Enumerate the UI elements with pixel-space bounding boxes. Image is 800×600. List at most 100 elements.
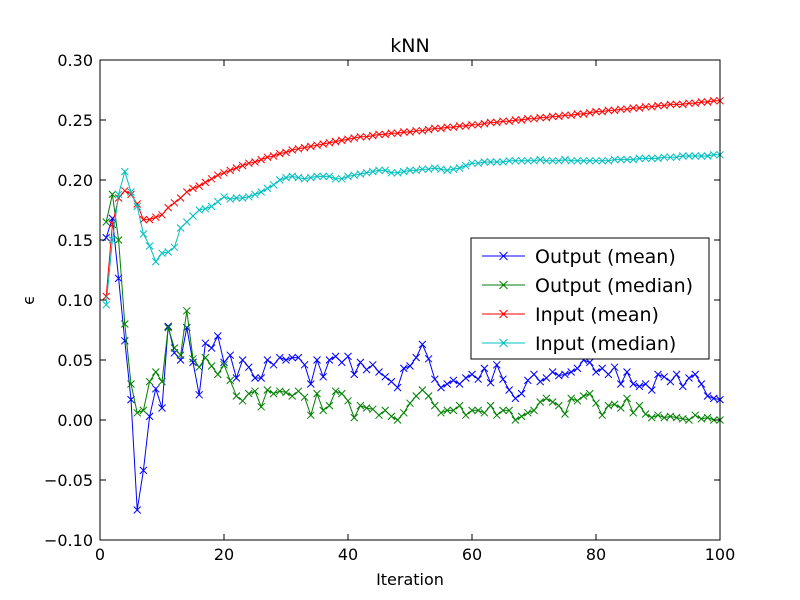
data-point-marker (685, 152, 693, 160)
data-point-marker (424, 165, 433, 174)
data-point-marker (660, 413, 669, 422)
data-point-marker (337, 136, 346, 145)
data-point-marker (660, 101, 669, 110)
data-point-marker (102, 292, 111, 301)
data-point-marker (232, 392, 241, 400)
data-point-marker (536, 155, 545, 164)
data-point-marker (486, 118, 495, 127)
data-point-marker (213, 370, 222, 379)
data-point-marker (350, 413, 359, 422)
data-point-marker (170, 344, 179, 352)
data-point-marker (232, 164, 241, 172)
data-point-marker (548, 156, 557, 165)
data-point-marker (530, 370, 538, 379)
data-point-marker (319, 172, 328, 181)
data-point-marker (623, 105, 631, 114)
data-point-marker (282, 388, 290, 397)
data-point-marker (424, 392, 433, 400)
data-point-marker (486, 401, 495, 410)
data-point-marker (145, 377, 154, 386)
data-point-marker (561, 370, 569, 379)
data-point-marker (195, 206, 204, 214)
data-point-marker (542, 156, 551, 165)
data-point-marker (548, 368, 557, 376)
data-point-marker (709, 394, 718, 403)
data-point-marker (288, 172, 297, 181)
data-point-marker (127, 380, 135, 388)
data-point-marker (635, 154, 644, 163)
data-point-marker (623, 394, 631, 403)
data-point-marker (437, 165, 445, 174)
data-point-marker (691, 411, 700, 420)
data-point-marker (505, 386, 514, 394)
data-point-marker (406, 166, 414, 175)
data-point-marker (269, 360, 278, 369)
data-point-marker (697, 98, 706, 106)
data-point-marker (468, 370, 476, 379)
data-point-marker (139, 466, 148, 475)
data-point-marker (381, 166, 390, 175)
data-point-marker (381, 372, 390, 381)
data-point-marker (604, 156, 613, 165)
data-point-marker (362, 132, 371, 141)
data-point-marker (102, 218, 111, 226)
data-point-marker (170, 198, 179, 207)
data-point-marker (350, 171, 359, 180)
data-point-marker (381, 406, 390, 415)
data-point-marker (691, 99, 700, 108)
data-point-marker (263, 184, 272, 193)
series-input-mean (102, 96, 724, 301)
data-point-marker (406, 128, 414, 136)
data-point-marker (561, 410, 569, 418)
data-point-marker (443, 406, 452, 415)
data-point-marker (393, 168, 402, 177)
data-point-marker (561, 111, 569, 120)
data-point-marker (666, 377, 675, 386)
data-point-marker (313, 389, 321, 398)
series-output-median (102, 190, 724, 424)
data-point-marker (201, 178, 210, 187)
data-point-marker (375, 411, 383, 420)
series-line (105, 154, 720, 305)
data-point-marker (393, 383, 402, 392)
data-point-marker (201, 204, 210, 213)
y-tick-label: 0.30 (57, 51, 93, 70)
data-point-marker (238, 396, 247, 405)
data-point-marker (306, 380, 315, 388)
data-point-marker (393, 129, 402, 138)
data-point-marker (275, 149, 284, 158)
data-point-marker (461, 374, 470, 382)
y-tick-label: 0.15 (57, 231, 93, 250)
data-point-marker (530, 156, 538, 165)
data-point-marker (461, 411, 470, 420)
y-tick-label: −0.05 (44, 471, 93, 490)
data-point-marker (189, 184, 197, 193)
data-point-marker (244, 192, 253, 201)
data-point-marker (399, 408, 408, 417)
data-point-marker (647, 154, 656, 163)
data-point-marker (474, 375, 483, 384)
data-point-marker (325, 401, 334, 410)
data-point-marker (418, 165, 427, 174)
data-point-marker (232, 194, 241, 202)
legend-marker (499, 280, 508, 290)
data-point-marker (660, 372, 669, 381)
data-point-marker (561, 155, 569, 164)
data-point-marker (635, 382, 644, 391)
data-point-marker (418, 126, 427, 135)
data-point-marker (158, 210, 166, 219)
data-point-marker (238, 161, 247, 170)
data-point-marker (344, 135, 352, 144)
data-point-marker (592, 399, 600, 408)
data-point-marker (536, 113, 545, 122)
data-point-marker (151, 213, 160, 222)
data-point-marker (685, 416, 693, 424)
x-tick-label: 100 (705, 545, 736, 564)
data-point-marker (474, 120, 483, 129)
data-point-marker (691, 152, 700, 160)
data-point-marker (604, 106, 613, 115)
data-point-marker (207, 174, 216, 183)
data-point-marker (325, 172, 334, 181)
data-point-marker (201, 353, 210, 362)
data-point-marker (629, 155, 638, 164)
